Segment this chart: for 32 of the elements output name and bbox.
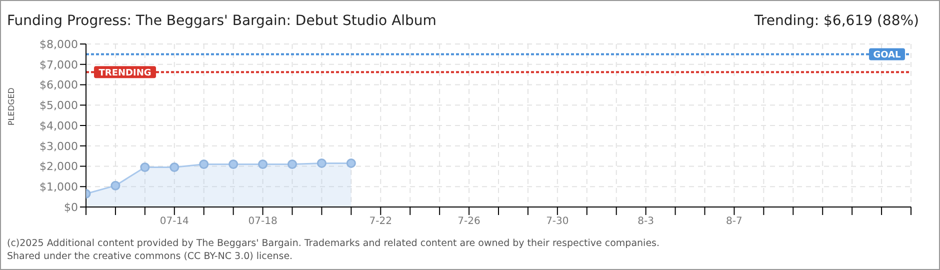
y-axis-title: PLEDGED bbox=[6, 88, 16, 126]
text: Shared under the creative commons (CC BY-NC 3.0) license. bbox=[7, 250, 294, 263]
chart-title: Funding Progress: The Beggars' Bargain: Debut Studio Album bbox=[7, 13, 436, 29]
ref-line-label: TRENDING bbox=[98, 68, 152, 79]
x-tick-label: 7-26 bbox=[458, 216, 480, 228]
y-tick-label: $7,000 bbox=[40, 58, 78, 72]
x-tick-label: 7-22 bbox=[369, 216, 392, 228]
point bbox=[228, 159, 238, 169]
y-tick-label: $0 bbox=[64, 200, 78, 214]
point bbox=[110, 180, 120, 190]
x-tick-label: 07-18 bbox=[248, 216, 278, 228]
y-tick-label: $4,000 bbox=[40, 119, 78, 132]
ref-line-label: GOAL bbox=[873, 50, 902, 61]
x-tick-label: 8-7 bbox=[726, 216, 742, 228]
y-tick-label: $5,000 bbox=[40, 99, 78, 112]
chart-subtitle: Trending: $6,619 (88%) bbox=[754, 13, 919, 29]
y-tick-label: $6,000 bbox=[40, 78, 78, 92]
y-tick-label: $2,000 bbox=[40, 160, 78, 174]
x-tick-label: 8-3 bbox=[638, 216, 654, 228]
point bbox=[258, 159, 268, 169]
point bbox=[288, 159, 297, 169]
point bbox=[346, 158, 356, 168]
x-tick-label: 7-30 bbox=[546, 216, 569, 228]
y-tick-label: $3,000 bbox=[40, 140, 78, 153]
point bbox=[140, 162, 150, 172]
point bbox=[170, 162, 180, 172]
y-tick-label: $8,000 bbox=[40, 38, 78, 51]
text: (c)2025 Additional content provided by The Beggars' Bargain. Trademarks and related content are owned by their respective companies. bbox=[7, 237, 660, 250]
point bbox=[199, 159, 209, 169]
x-tick-label: 07-14 bbox=[160, 216, 189, 228]
y-tick-label: $1,000 bbox=[40, 180, 78, 194]
point bbox=[316, 158, 326, 168]
